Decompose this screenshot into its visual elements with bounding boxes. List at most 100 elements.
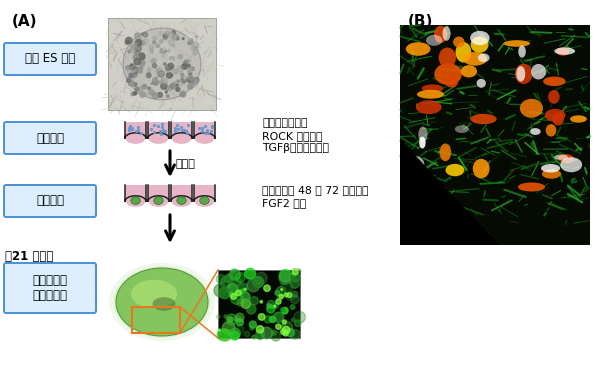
Bar — [218, 270, 300, 338]
Circle shape — [153, 89, 157, 93]
Ellipse shape — [440, 144, 451, 161]
Ellipse shape — [419, 137, 425, 149]
Circle shape — [134, 61, 137, 64]
Circle shape — [148, 87, 151, 90]
Ellipse shape — [172, 133, 191, 144]
Circle shape — [158, 92, 163, 97]
Circle shape — [181, 93, 184, 96]
Circle shape — [154, 80, 158, 85]
Bar — [171, 122, 192, 135]
Circle shape — [128, 50, 131, 53]
Circle shape — [236, 319, 244, 326]
Circle shape — [235, 316, 242, 322]
Circle shape — [135, 33, 140, 39]
Ellipse shape — [470, 114, 497, 124]
Text: 再凝集: 再凝集 — [176, 159, 196, 169]
Circle shape — [191, 82, 196, 87]
Circle shape — [173, 69, 178, 74]
Circle shape — [184, 60, 188, 64]
Circle shape — [166, 64, 172, 70]
Circle shape — [257, 332, 264, 340]
Circle shape — [146, 73, 151, 78]
Circle shape — [283, 320, 286, 324]
Circle shape — [196, 35, 197, 37]
Circle shape — [169, 40, 175, 45]
Circle shape — [177, 82, 182, 87]
Circle shape — [166, 67, 169, 70]
Circle shape — [133, 55, 139, 61]
Circle shape — [229, 292, 235, 297]
Ellipse shape — [554, 154, 568, 160]
Ellipse shape — [445, 75, 458, 87]
Circle shape — [292, 269, 296, 273]
Ellipse shape — [545, 109, 565, 122]
Text: FGF2 添加: FGF2 添加 — [262, 198, 306, 208]
Circle shape — [256, 326, 263, 333]
Circle shape — [188, 40, 192, 45]
Circle shape — [167, 49, 170, 52]
Circle shape — [132, 70, 134, 73]
Circle shape — [234, 318, 238, 321]
Circle shape — [172, 31, 175, 34]
Circle shape — [133, 55, 137, 59]
Circle shape — [149, 45, 153, 49]
Circle shape — [148, 72, 150, 74]
Ellipse shape — [530, 128, 541, 135]
Circle shape — [247, 279, 260, 292]
Circle shape — [216, 275, 226, 284]
Circle shape — [272, 330, 276, 335]
Circle shape — [241, 292, 250, 301]
Circle shape — [152, 93, 158, 99]
Circle shape — [127, 79, 130, 82]
Circle shape — [161, 50, 164, 53]
Circle shape — [151, 60, 152, 62]
Circle shape — [231, 293, 236, 300]
Circle shape — [281, 289, 283, 290]
Circle shape — [155, 75, 161, 81]
Circle shape — [136, 38, 141, 43]
Ellipse shape — [195, 196, 214, 207]
Bar — [400, 25, 590, 245]
Ellipse shape — [131, 197, 140, 204]
Circle shape — [140, 40, 145, 45]
Circle shape — [181, 92, 185, 95]
Text: 【培養開始 48 ～ 72 時間後】: 【培養開始 48 ～ 72 時間後】 — [262, 185, 368, 195]
Ellipse shape — [195, 133, 214, 144]
Circle shape — [283, 331, 288, 336]
Circle shape — [150, 49, 154, 53]
Circle shape — [172, 31, 175, 33]
Circle shape — [152, 41, 155, 44]
Text: ROCK 阻害剤と: ROCK 阻害剤と — [262, 131, 323, 141]
Circle shape — [167, 85, 173, 91]
Circle shape — [143, 33, 148, 37]
Ellipse shape — [470, 31, 490, 45]
Circle shape — [133, 92, 137, 95]
Circle shape — [149, 90, 154, 95]
Circle shape — [230, 291, 243, 305]
Circle shape — [177, 80, 179, 82]
Ellipse shape — [126, 133, 145, 144]
Circle shape — [129, 74, 133, 78]
Circle shape — [152, 78, 158, 84]
Text: 【21 日目】: 【21 日目】 — [5, 250, 53, 263]
Circle shape — [188, 75, 193, 80]
Circle shape — [274, 305, 276, 307]
Circle shape — [260, 301, 263, 303]
Circle shape — [163, 34, 167, 38]
Circle shape — [231, 277, 241, 287]
Circle shape — [133, 46, 135, 49]
Circle shape — [134, 51, 135, 53]
FancyBboxPatch shape — [4, 122, 96, 154]
Circle shape — [279, 270, 292, 282]
Bar — [194, 122, 215, 135]
Circle shape — [182, 64, 187, 69]
Circle shape — [170, 74, 173, 77]
Circle shape — [229, 269, 240, 280]
Circle shape — [244, 331, 250, 337]
Circle shape — [290, 279, 299, 288]
Circle shape — [292, 269, 298, 275]
Circle shape — [181, 77, 187, 82]
Circle shape — [227, 317, 233, 322]
Circle shape — [142, 84, 147, 89]
Bar — [108, 18, 216, 110]
